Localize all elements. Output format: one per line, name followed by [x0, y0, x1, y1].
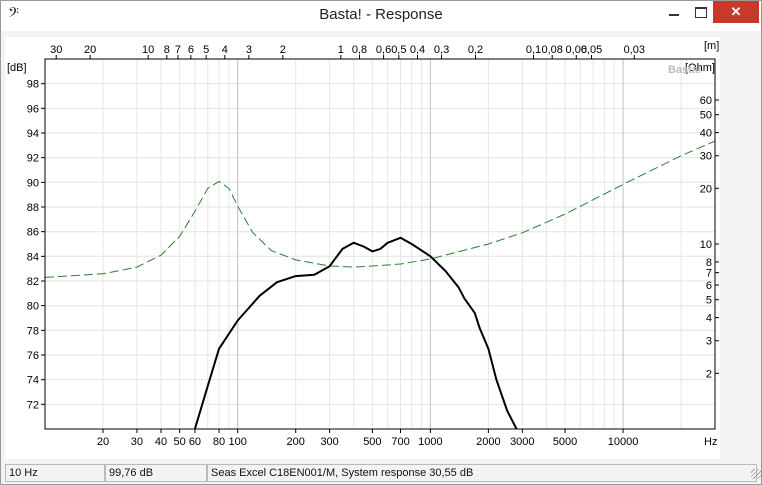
top-tick-label: 2	[280, 44, 286, 56]
x-tick-label: 60	[189, 436, 201, 448]
y-left-tick-label: 76	[27, 350, 39, 362]
y-left-tick-label: 94	[27, 128, 39, 140]
x-tick-label: 300	[320, 436, 338, 448]
top-tick-label: 6	[188, 44, 194, 56]
top-tick-label: 0,8	[352, 44, 367, 56]
y-right-tick-label: 50	[700, 110, 712, 122]
top-tick-label: 0,3	[434, 44, 449, 56]
x-tick-label: 10000	[608, 436, 639, 448]
spl-layer	[193, 236, 518, 429]
y-right-tick-label: 2	[706, 368, 712, 380]
x-tick-label: 200	[287, 436, 305, 448]
y-right-tick-label: 3	[706, 336, 712, 348]
x-tick-label: 3000	[510, 436, 534, 448]
bottom-axis-ticks: 20 30 40 50 60 80 100 200 300 500 700 1000 2000 3000 5…	[97, 429, 638, 448]
minimize-button[interactable]	[661, 1, 687, 23]
top-tick-label: 0,08	[541, 44, 562, 56]
y-left-tick-label: 78	[27, 325, 39, 337]
top-tick-label: 4	[222, 44, 228, 56]
top-axis-ticks: 30 20 10 8 7 6 5 4 3 2 1 0,8 0,6 0,5 0,4 0,3 0,2 0,1 0,08 0…	[50, 44, 645, 59]
top-tick-label: 0,4	[410, 44, 425, 56]
minor-grid	[45, 59, 715, 429]
x-tick-label: 700	[391, 436, 409, 448]
x-tick-label: 1000	[418, 436, 442, 448]
status-frequency: 10 Hz	[5, 464, 105, 482]
left-axis-ticks: 72 74 76 78 80 82 84 86 88 90 92 94 96 98	[27, 79, 45, 411]
status-bar: 10 Hz 99,76 dB Seas Excel C18EN001/M, Sy…	[5, 464, 761, 482]
top-tick-label: 0,05	[581, 44, 602, 56]
bass-clef-icon[interactable]: 𝄢	[8, 5, 19, 25]
y-right-tick-label: 6	[706, 280, 712, 292]
response-chart[interactable]: 72 74 76 78 80 82 84 86 88 90 92 94 96 98 2 3 4 5 6 7 8 10 20…	[5, 37, 720, 459]
y-right-tick-label: 8	[706, 257, 712, 269]
y-left-tick-label: 92	[27, 153, 39, 165]
x-tick-label: 80	[213, 436, 225, 448]
top-axis-label: [m]	[704, 40, 719, 52]
status-description: Seas Excel C18EN001/M, System response 3…	[207, 464, 757, 482]
close-button[interactable]: ✕	[713, 1, 759, 23]
x-tick-label: 500	[363, 436, 381, 448]
x-tick-label: 5000	[553, 436, 577, 448]
y-right-tick-label: 20	[700, 183, 712, 195]
title-bar[interactable]: 𝄢 Basta! - Response ✕	[1, 1, 761, 31]
impedance-layer	[45, 140, 715, 278]
y-left-tick-label: 98	[27, 79, 39, 91]
y-right-tick-label: 30	[700, 151, 712, 163]
y-left-tick-label: 74	[27, 375, 39, 387]
y-left-tick-label: 80	[27, 301, 39, 313]
top-tick-label: 20	[84, 44, 96, 56]
impedance-curve	[45, 140, 715, 278]
x-tick-label: 100	[229, 436, 247, 448]
top-tick-label: 1	[338, 44, 344, 56]
top-tick-label: 0,2	[468, 44, 483, 56]
y-left-tick-label: 90	[27, 177, 39, 189]
y-right-tick-label: 60	[700, 95, 712, 107]
resize-grip-icon[interactable]	[751, 469, 761, 479]
x-tick-label: 50	[174, 436, 186, 448]
y-left-label: [dB]	[7, 62, 27, 74]
top-tick-label: 0,03	[624, 44, 645, 56]
maximize-button[interactable]	[687, 1, 713, 23]
top-tick-label: 7	[175, 44, 181, 56]
status-level: 99,76 dB	[105, 464, 207, 482]
right-axis-ticks: 2 3 4 5 678 10 20 30 40 50 60	[700, 95, 719, 380]
x-tick-label: 2000	[476, 436, 500, 448]
y-left-tick-label: 86	[27, 227, 39, 239]
major-grid	[237, 59, 624, 429]
x-tick-label: 20	[97, 436, 109, 448]
y-right-tick-label: 4	[706, 313, 712, 325]
x-tick-label: 40	[155, 436, 167, 448]
top-tick-label: 0,6	[376, 44, 391, 56]
y-right-tick-label: 7	[706, 268, 712, 280]
top-tick-label: 8	[164, 44, 170, 56]
x-tick-label: 30	[131, 436, 143, 448]
close-icon: ✕	[730, 4, 742, 19]
y-right-tick-label: 5	[706, 295, 712, 307]
top-tick-label: 0,1	[526, 44, 541, 56]
top-tick-label: 5	[203, 44, 209, 56]
y-left-tick-label: 72	[27, 399, 39, 411]
y-left-tick-label: 96	[27, 103, 39, 115]
window-title: Basta! - Response	[319, 6, 443, 23]
top-tick-label: 0,06	[566, 44, 587, 56]
spl-curve	[193, 236, 518, 429]
watermark: Basta!	[668, 64, 702, 76]
y-right-label: [Ohm]	[685, 62, 715, 74]
top-tick-label: 10	[142, 44, 154, 56]
y-left-tick-label: 82	[27, 276, 39, 288]
top-tick-label: 3	[246, 44, 252, 56]
y-left-tick-label: 88	[27, 202, 39, 214]
y-right-tick-label: 10	[700, 239, 712, 251]
top-tick-label: 0,5	[391, 44, 406, 56]
y-right-tick-label: 40	[700, 128, 712, 140]
x-axis-label: Hz	[704, 436, 717, 448]
top-tick-label: 30	[50, 44, 62, 56]
y-left-tick-label: 84	[27, 251, 39, 263]
